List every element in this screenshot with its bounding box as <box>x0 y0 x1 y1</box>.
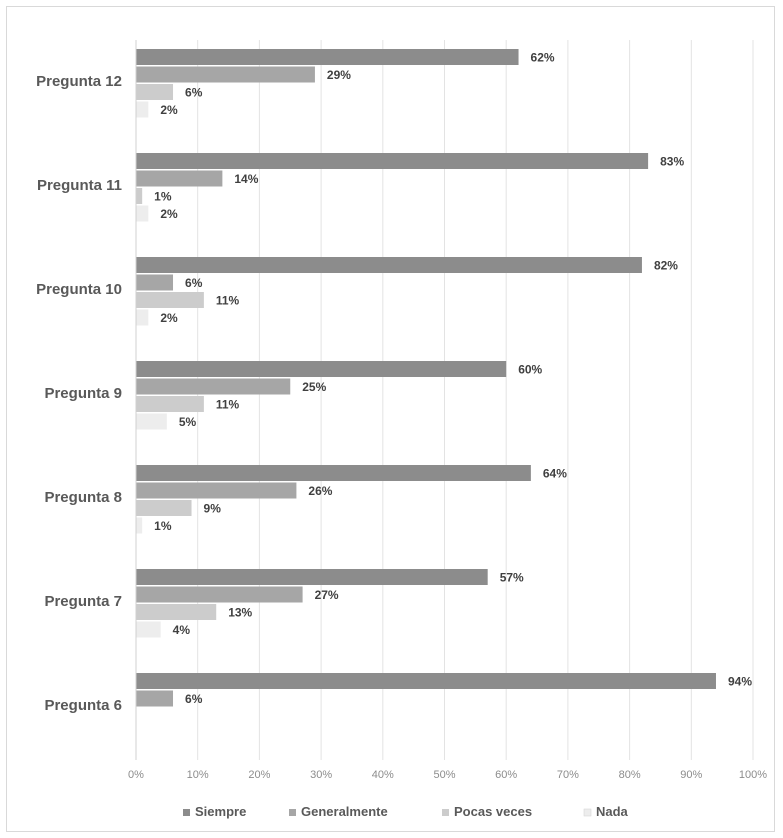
data-label: 6% <box>185 86 203 100</box>
bar <box>136 205 149 222</box>
data-label: 57% <box>500 571 524 585</box>
bar <box>136 673 716 689</box>
x-tick-label: 40% <box>372 769 394 781</box>
data-label: 94% <box>728 675 752 689</box>
bar <box>136 153 649 169</box>
legend: Siempre Generalmente Pocas veces Nada <box>183 804 629 819</box>
data-label: 11% <box>216 398 240 412</box>
data-label: 9% <box>204 502 222 516</box>
legend-entry: Pocas veces <box>454 804 532 819</box>
data-label: 2% <box>160 207 178 221</box>
data-label: 1% <box>154 190 172 204</box>
x-tick-label: 60% <box>495 769 517 781</box>
data-label: 60% <box>518 363 542 377</box>
x-tick-label: 20% <box>248 769 270 781</box>
data-label: 27% <box>315 588 339 602</box>
bar <box>136 500 192 516</box>
x-tick-label: 80% <box>619 769 641 781</box>
x-tick-label: 70% <box>557 769 579 781</box>
data-label: 14% <box>234 172 258 186</box>
bar <box>136 517 143 534</box>
bar <box>136 482 297 499</box>
bar <box>136 378 291 395</box>
bar <box>136 309 149 326</box>
data-labels: 62% 29% 6% 2% 83% 14% 1% 2% 82% 6% 11% 2% 60% 25% 11% 5… <box>154 51 752 707</box>
bar <box>136 690 174 707</box>
data-label: 6% <box>185 276 203 290</box>
x-tick-label: 10% <box>187 769 209 781</box>
data-label: 2% <box>160 311 178 325</box>
bar <box>136 586 303 603</box>
bar <box>136 413 167 430</box>
legend-swatch <box>442 809 449 816</box>
x-tick-label: 30% <box>310 769 332 781</box>
bar <box>136 49 519 65</box>
category-label: Pregunta 9 <box>44 385 122 402</box>
bar <box>136 361 507 377</box>
legend-entry: Generalmente <box>301 804 388 819</box>
category-label: Pregunta 8 <box>44 489 122 506</box>
x-tick-label: 0% <box>128 769 144 781</box>
x-tick-label: 50% <box>433 769 455 781</box>
data-label: 25% <box>302 380 326 394</box>
data-label: 6% <box>185 692 203 706</box>
bar <box>136 274 174 291</box>
bar <box>136 292 204 308</box>
category-label: Pregunta 11 <box>37 177 122 194</box>
data-label: 64% <box>543 467 567 481</box>
category-label: Pregunta 10 <box>36 281 122 298</box>
category-label: Pregunta 6 <box>44 697 122 714</box>
category-labels: Pregunta 12 Pregunta 11 Pregunta 10 Pregunt… <box>36 73 122 714</box>
bar <box>136 101 149 118</box>
data-label: 11% <box>216 294 240 308</box>
category-label: Pregunta 7 <box>44 593 122 610</box>
bar <box>136 604 217 620</box>
legend-entry: Nada <box>596 804 629 819</box>
data-label: 13% <box>228 606 252 620</box>
data-label: 1% <box>154 519 172 533</box>
bar <box>136 66 315 83</box>
gridlines <box>197 40 754 760</box>
bar <box>136 170 223 187</box>
bar <box>136 396 204 412</box>
data-label: 29% <box>327 68 351 82</box>
chart-frame <box>6 6 775 832</box>
bar <box>136 465 531 481</box>
data-label: 5% <box>179 415 197 429</box>
x-tick-label: 90% <box>680 769 702 781</box>
data-label: 83% <box>660 155 684 169</box>
data-label: 2% <box>160 103 178 117</box>
bars <box>136 49 716 707</box>
data-label: 82% <box>654 259 678 273</box>
data-label: 4% <box>173 623 191 637</box>
legend-swatch <box>583 808 592 817</box>
legend-swatch <box>183 809 190 816</box>
bar <box>136 257 642 273</box>
bar <box>136 621 161 638</box>
bar <box>136 84 174 100</box>
x-tick-labels: 0% 10% 20% 30% 40% 50% 60% 70% 80% 90% 100% <box>128 769 767 781</box>
x-tick-label: 100% <box>739 769 767 781</box>
data-label: 62% <box>531 51 555 65</box>
bar <box>136 188 143 204</box>
data-label: 26% <box>308 484 332 498</box>
legend-swatch <box>289 809 296 816</box>
category-label: Pregunta 12 <box>36 73 122 90</box>
bar <box>136 569 488 585</box>
legend-entry: Siempre <box>195 804 246 819</box>
